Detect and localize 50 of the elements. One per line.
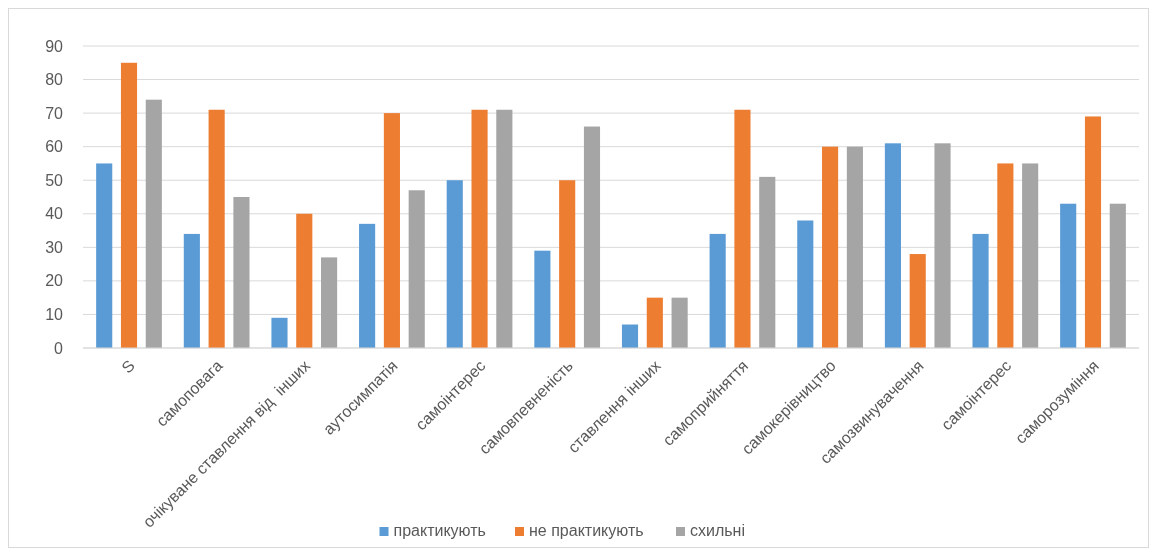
bar xyxy=(934,143,951,348)
bar xyxy=(271,317,288,348)
y-tick-label: 60 xyxy=(45,138,64,156)
bar xyxy=(471,109,488,348)
y-tick-label: 20 xyxy=(45,272,64,290)
bar xyxy=(408,190,425,348)
bar xyxy=(183,233,200,348)
bar xyxy=(233,197,250,348)
bar xyxy=(583,126,601,348)
y-tick-label: 70 xyxy=(45,104,64,122)
bar xyxy=(359,223,376,348)
bar xyxy=(621,324,639,348)
bar xyxy=(96,163,113,348)
bar xyxy=(646,297,663,348)
legend-label: не практикують xyxy=(529,522,644,539)
bar xyxy=(909,254,926,348)
bar xyxy=(1109,203,1126,348)
bar xyxy=(822,146,839,348)
y-tick-label: 0 xyxy=(54,339,64,357)
y-tick-label: 80 xyxy=(45,71,64,89)
bar xyxy=(321,257,338,348)
bar xyxy=(120,62,138,348)
legend-label: схильні xyxy=(690,522,745,539)
legend-label: практикують xyxy=(393,522,486,539)
bar xyxy=(559,180,576,348)
bar xyxy=(797,220,814,348)
bar xyxy=(1084,116,1102,348)
bar xyxy=(496,109,513,348)
y-tick-label: 40 xyxy=(45,205,64,223)
bar xyxy=(1060,203,1077,348)
bar xyxy=(972,233,989,348)
bar xyxy=(1022,163,1039,348)
bar xyxy=(734,109,751,348)
bar xyxy=(534,250,551,348)
bar xyxy=(671,297,688,348)
bar xyxy=(446,180,463,348)
bar xyxy=(759,176,776,348)
bar xyxy=(709,233,726,348)
y-tick-label: 50 xyxy=(45,171,64,189)
bar xyxy=(884,143,901,348)
y-tick-label: 90 xyxy=(45,37,64,55)
bar xyxy=(383,113,400,348)
bar xyxy=(846,146,863,348)
bar xyxy=(997,163,1014,348)
bar xyxy=(208,109,225,348)
y-tick-label: 10 xyxy=(45,306,64,324)
x-tick-label: S xyxy=(118,356,138,377)
bar xyxy=(296,213,313,348)
y-tick-label: 30 xyxy=(45,238,64,256)
bar xyxy=(145,99,162,348)
